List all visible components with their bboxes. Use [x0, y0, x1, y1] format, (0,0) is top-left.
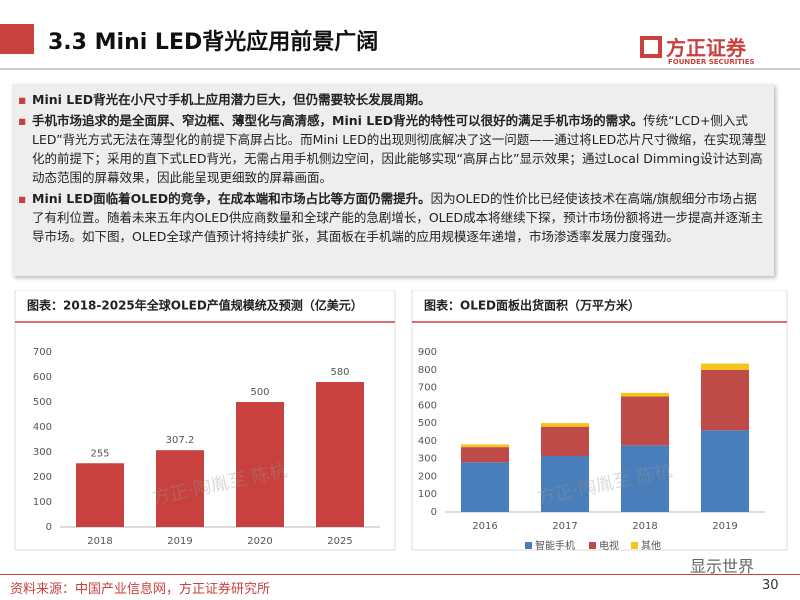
chart-title: 图表：OLED面板出货面积（万平方米） [424, 298, 640, 313]
page-number: 30 [762, 578, 779, 593]
x-tick-label: 2016 [472, 521, 497, 532]
bar [76, 463, 124, 527]
logo-text: 方正证券 [666, 36, 746, 60]
y-tick-label: 600 [33, 372, 52, 383]
bullet-lead: Mini LED背光在小尺寸手机上应用潜力巨大，但仍需要较长发展周期。 [32, 92, 431, 107]
divider [0, 68, 800, 70]
legend-swatch [525, 542, 532, 549]
bullet-lead: Mini LED面临着OLED的竞争，在成本端和市场占比等方面仍需提升。 [32, 191, 431, 206]
value-label: 580 [330, 367, 349, 378]
y-tick-label: 700 [33, 347, 52, 358]
bar [316, 382, 364, 527]
y-tick-label: 600 [418, 400, 437, 411]
y-tick-label: 200 [418, 471, 437, 482]
bar-segment [621, 445, 669, 512]
footer-line [0, 574, 800, 575]
brand: 显示世界 [690, 557, 755, 576]
bar-segment [541, 423, 589, 427]
bar-segment [621, 396, 669, 446]
value-label: 307.2 [166, 435, 195, 446]
bar-segment [541, 456, 589, 512]
bar [156, 450, 204, 527]
x-tick-label: 2017 [552, 521, 577, 532]
bar-segment [701, 363, 749, 370]
bullet-box: Mini LED背光在小尺寸手机上应用潜力巨大，但仍需要较长发展周期。 手机市场… [12, 84, 774, 276]
bullet-lead: 手机市场追求的是全面屏、窄边框、薄型化与高清感，Mini LED背光的特性可以很… [32, 113, 644, 128]
logo: 方正证券 [640, 32, 746, 61]
bullet-text: 传统“LCD+侧入式LED”背光方式无法在薄型化的前提下高屏占比。而Mini L… [32, 113, 767, 185]
y-tick-label: 400 [33, 422, 52, 433]
bullet: Mini LED背光在小尺寸手机上应用潜力巨大，但仍需要较长发展周期。 [18, 90, 768, 109]
x-tick-label: 2019 [712, 521, 737, 532]
x-tick-label: 2019 [167, 536, 192, 547]
x-tick-label: 2025 [327, 536, 352, 547]
y-tick-label: 800 [418, 365, 437, 376]
y-tick-label: 700 [418, 383, 437, 394]
bar-segment [461, 444, 509, 448]
legend-swatch [589, 542, 596, 549]
legend-label: 智能手机 [535, 539, 575, 552]
y-tick-label: 500 [33, 397, 52, 408]
slide-title: 3.3 Mini LED背光应用前景广阔 [48, 30, 379, 55]
bar-segment [621, 392, 669, 397]
bar-segment [461, 447, 509, 463]
y-tick-label: 100 [33, 497, 52, 508]
y-tick-label: 200 [33, 472, 52, 483]
legend-label: 电视 [599, 539, 619, 552]
bar [236, 402, 284, 527]
bar-segment [701, 430, 749, 512]
source: 资料来源：中国产业信息网，方正证券研究所 [10, 582, 271, 597]
y-tick-label: 300 [33, 447, 52, 458]
value-label: 500 [250, 387, 269, 398]
y-tick-label: 300 [418, 454, 437, 465]
x-tick-label: 2018 [632, 521, 657, 532]
y-tick-label: 500 [418, 418, 437, 429]
bar-segment [701, 369, 749, 431]
title-accent [0, 24, 34, 54]
logo-subtitle: FOUNDER SECURITIES [668, 58, 755, 66]
charts: 图表：2018-2025年全球OLED产值规模统及预测（亿美元） 0 100 200 3… [14, 290, 788, 552]
bullet: Mini LED面临着OLED的竞争，在成本端和市场占比等方面仍需提升。因为OL… [18, 189, 768, 246]
legend-label: 其他 [641, 539, 661, 552]
bullet: 手机市场追求的是全面屏、窄边框、薄型化与高清感，Mini LED背光的特性可以很… [18, 111, 768, 187]
x-tick-label: 2018 [87, 536, 112, 547]
bullet-text: 因为OLED的性价比已经使该技术在高端/旗舰细分市场占据了有利位置。随着未来五年… [32, 191, 764, 244]
y-tick-label: 0 [431, 507, 437, 518]
bar-segment [541, 426, 589, 456]
y-tick-label: 900 [418, 347, 437, 358]
y-tick-label: 0 [46, 522, 52, 533]
y-tick-label: 400 [418, 436, 437, 447]
legend-swatch [631, 542, 638, 549]
chart-title: 图表：2018-2025年全球OLED产值规模统及预测（亿美元） [27, 298, 363, 313]
x-tick-label: 2020 [247, 536, 272, 547]
y-tick-label: 100 [418, 489, 437, 500]
value-label: 255 [90, 448, 109, 459]
bar-segment [461, 462, 509, 512]
